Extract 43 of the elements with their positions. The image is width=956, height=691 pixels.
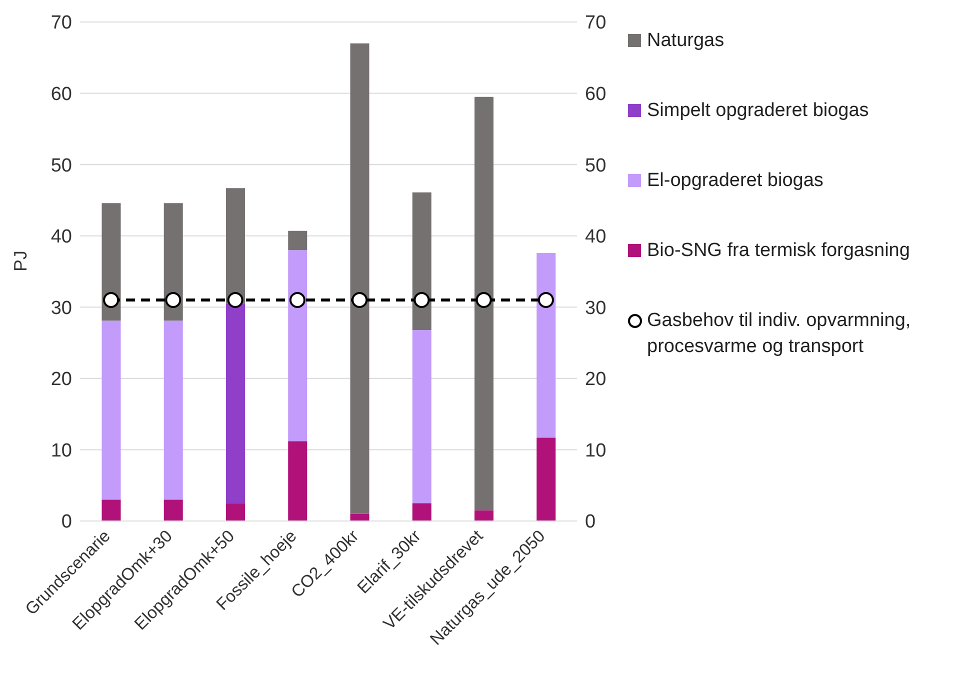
y-tick-label: 0 <box>61 512 72 533</box>
bar <box>412 503 432 521</box>
y-tick-label: 30 <box>50 298 72 319</box>
y-tick-label: 70 <box>50 12 72 34</box>
y-tick-label: 10 <box>50 440 72 462</box>
y-tick-label: 40 <box>50 226 72 248</box>
legend-label: Gasbehov til indiv. opvarmning, procesvarme og transport <box>647 309 912 359</box>
y2-tick-label: 50 <box>585 155 606 176</box>
legend-label: Naturgas <box>647 29 724 53</box>
y-tick-label: 20 <box>50 369 72 390</box>
bar <box>102 203 121 321</box>
bar <box>474 96 494 510</box>
bar <box>102 500 121 521</box>
y-axis-title: PJ <box>10 250 30 272</box>
y2-tick-label: 20 <box>585 369 606 390</box>
y2-tick-label: 40 <box>585 226 606 248</box>
bar <box>288 441 308 521</box>
y2-tick-label: 60 <box>585 84 606 106</box>
legend-label: Bio-SNG fra termisk forgasning <box>647 239 910 263</box>
bar <box>288 230 308 250</box>
bar <box>226 188 245 304</box>
bar <box>226 503 245 521</box>
bar <box>164 500 183 521</box>
y-tick-label: 60 <box>50 84 72 106</box>
bar <box>102 320 121 500</box>
bar <box>536 252 556 438</box>
bar <box>350 514 370 521</box>
legend-label: Simpelt opgraderet biogas <box>647 99 869 123</box>
bar <box>164 203 183 321</box>
bar <box>164 320 183 500</box>
bar <box>474 510 494 521</box>
bar <box>288 250 308 442</box>
y2-tick-label: 0 <box>585 512 596 533</box>
bar <box>350 43 370 514</box>
legend-label: El-opgraderet biogas <box>647 169 824 193</box>
y2-tick-label: 10 <box>585 440 606 462</box>
y2-tick-label: 70 <box>585 12 606 34</box>
bar <box>412 330 432 504</box>
bar <box>536 438 556 521</box>
y2-tick-label: 30 <box>585 298 606 319</box>
bar <box>412 192 432 330</box>
y-tick-label: 50 <box>50 155 72 176</box>
bar <box>226 304 245 504</box>
